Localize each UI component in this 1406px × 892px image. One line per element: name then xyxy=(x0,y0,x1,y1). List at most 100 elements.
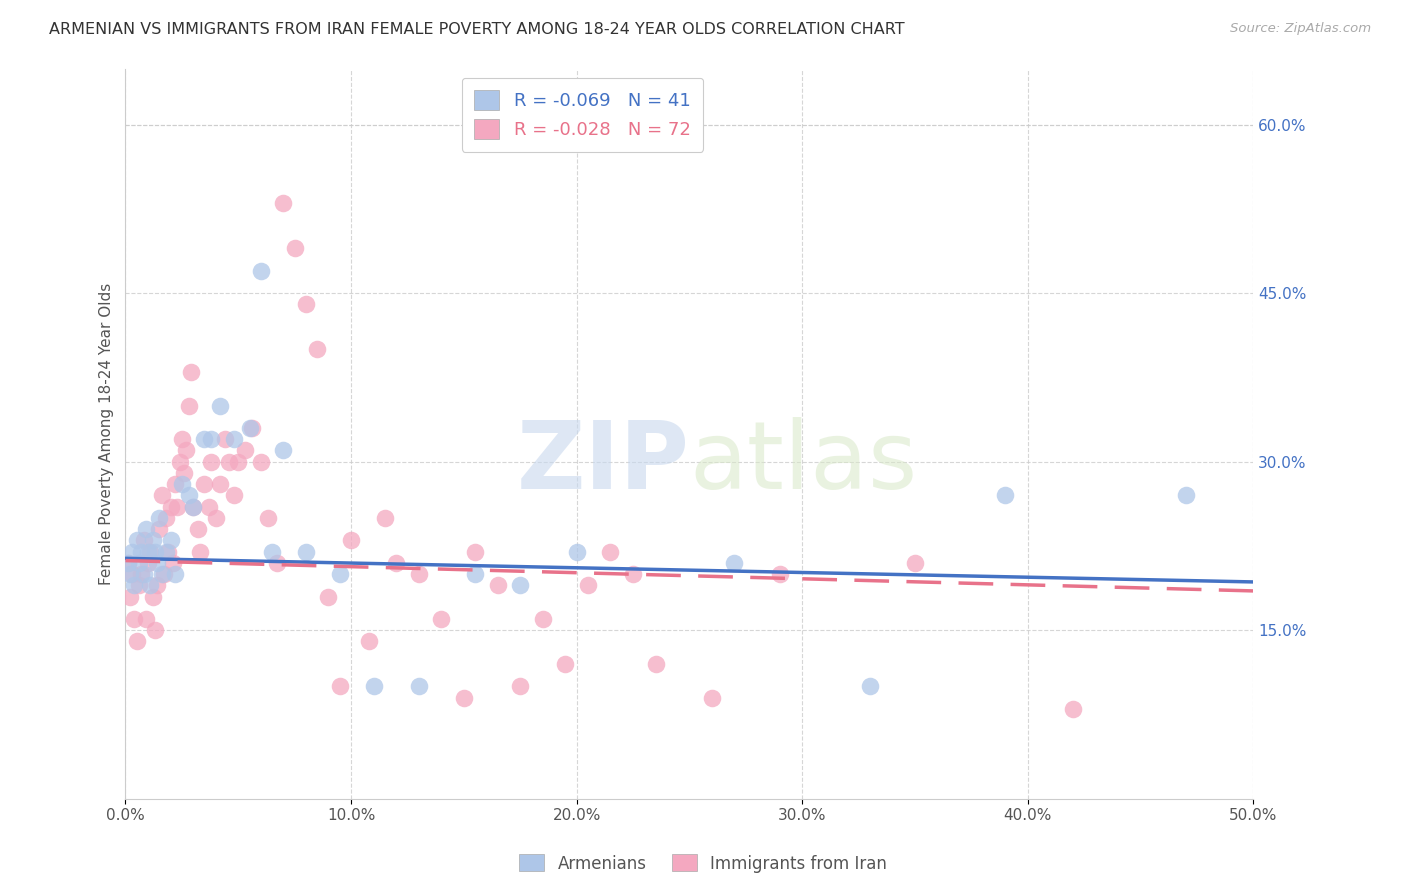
Point xyxy=(644,657,666,671)
Point xyxy=(273,443,295,458)
Point xyxy=(408,567,430,582)
Point xyxy=(363,680,385,694)
Point xyxy=(723,556,745,570)
Point xyxy=(141,590,163,604)
Point xyxy=(621,567,644,582)
Y-axis label: Female Poverty Among 18-24 Year Olds: Female Poverty Among 18-24 Year Olds xyxy=(100,283,114,585)
Point xyxy=(1062,702,1084,716)
Point xyxy=(150,567,173,582)
Text: ARMENIAN VS IMMIGRANTS FROM IRAN FEMALE POVERTY AMONG 18-24 YEAR OLDS CORRELATIO: ARMENIAN VS IMMIGRANTS FROM IRAN FEMALE … xyxy=(49,22,905,37)
Point xyxy=(266,556,288,570)
Point xyxy=(129,567,152,582)
Point xyxy=(165,567,187,582)
Point xyxy=(222,432,245,446)
Point xyxy=(143,544,166,558)
Point xyxy=(125,634,148,648)
Point xyxy=(132,533,155,548)
Text: atlas: atlas xyxy=(689,417,918,508)
Point xyxy=(125,533,148,548)
Point xyxy=(159,533,181,548)
Point xyxy=(146,578,169,592)
Point xyxy=(200,455,222,469)
Point xyxy=(256,511,278,525)
Point xyxy=(139,578,162,592)
Point xyxy=(193,477,215,491)
Point xyxy=(453,690,475,705)
Point xyxy=(136,556,159,570)
Text: ZIP: ZIP xyxy=(516,417,689,508)
Point xyxy=(240,421,263,435)
Point xyxy=(214,432,236,446)
Point xyxy=(162,556,184,570)
Point xyxy=(576,578,599,592)
Point xyxy=(565,544,588,558)
Point xyxy=(129,544,152,558)
Point xyxy=(159,500,181,514)
Point xyxy=(187,522,209,536)
Point xyxy=(359,634,381,648)
Point xyxy=(166,500,188,514)
Point xyxy=(117,556,139,570)
Point xyxy=(148,522,170,536)
Point xyxy=(464,544,486,558)
Point xyxy=(135,522,157,536)
Point xyxy=(700,690,723,705)
Point xyxy=(170,477,193,491)
Point xyxy=(165,477,187,491)
Point xyxy=(218,455,240,469)
Point xyxy=(132,567,155,582)
Point xyxy=(249,455,271,469)
Point xyxy=(143,624,166,638)
Point xyxy=(768,567,790,582)
Point xyxy=(262,544,284,558)
Point xyxy=(121,567,143,582)
Point xyxy=(150,488,173,502)
Point xyxy=(295,544,318,558)
Point xyxy=(121,544,143,558)
Point xyxy=(329,567,352,582)
Point xyxy=(531,612,554,626)
Point xyxy=(117,556,139,570)
Point xyxy=(157,544,180,558)
Point xyxy=(374,511,396,525)
Text: Source: ZipAtlas.com: Source: ZipAtlas.com xyxy=(1230,22,1371,36)
Point xyxy=(249,264,271,278)
Point xyxy=(385,556,408,570)
Point xyxy=(233,443,256,458)
Point xyxy=(136,544,159,558)
Point xyxy=(128,578,150,592)
Point xyxy=(340,533,363,548)
Point xyxy=(284,241,307,255)
Point xyxy=(135,612,157,626)
Point xyxy=(118,567,141,582)
Point xyxy=(273,196,295,211)
Point xyxy=(226,455,249,469)
Point xyxy=(177,399,200,413)
Point xyxy=(181,500,204,514)
Point xyxy=(155,544,177,558)
Point xyxy=(307,343,329,357)
Point xyxy=(204,511,226,525)
Point xyxy=(148,511,170,525)
Point xyxy=(318,590,340,604)
Point xyxy=(554,657,576,671)
Point xyxy=(146,556,169,570)
Point xyxy=(904,556,927,570)
Point xyxy=(177,488,200,502)
Legend: R = -0.069   N = 41, R = -0.028   N = 72: R = -0.069 N = 41, R = -0.028 N = 72 xyxy=(461,78,703,152)
Point xyxy=(859,680,882,694)
Point xyxy=(180,365,202,379)
Point xyxy=(209,477,232,491)
Point xyxy=(209,399,232,413)
Point xyxy=(509,680,531,694)
Point xyxy=(170,432,193,446)
Point xyxy=(329,680,352,694)
Point xyxy=(994,488,1017,502)
Point xyxy=(295,297,318,311)
Point xyxy=(430,612,453,626)
Point xyxy=(486,578,509,592)
Point xyxy=(222,488,245,502)
Point xyxy=(200,432,222,446)
Point xyxy=(139,544,162,558)
Point xyxy=(173,466,195,480)
